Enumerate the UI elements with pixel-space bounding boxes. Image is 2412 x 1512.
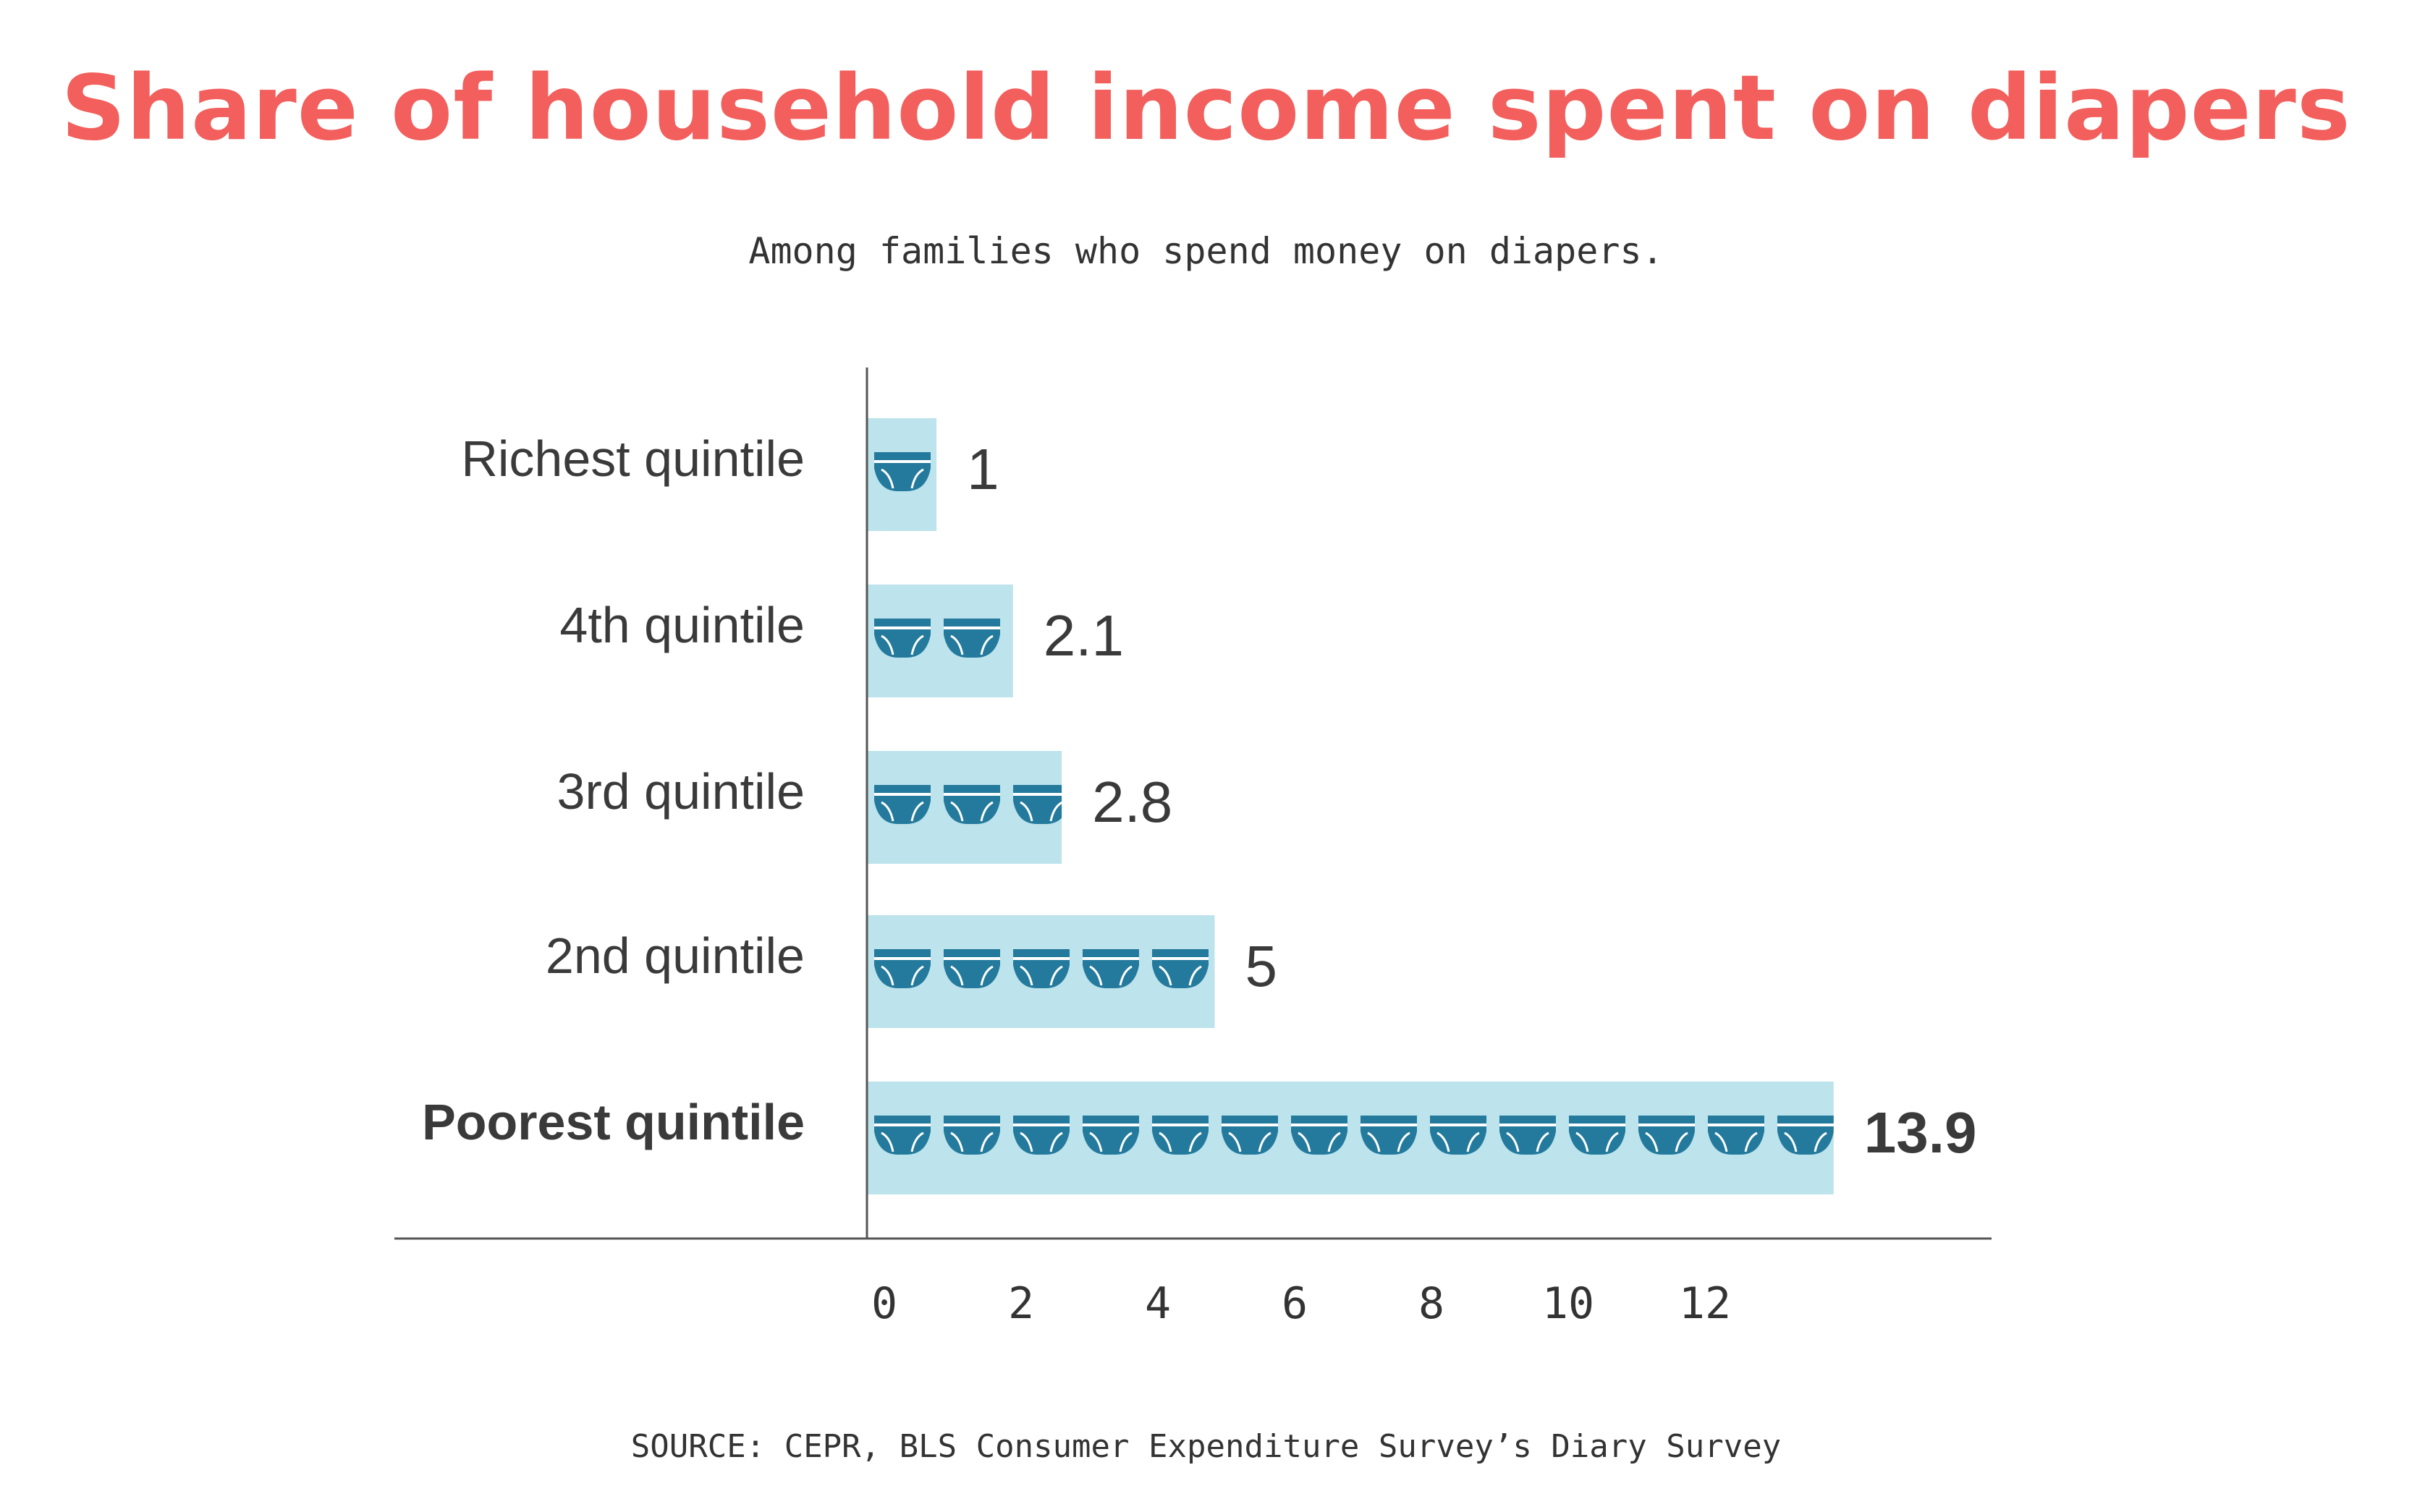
x-tick-label: 12 xyxy=(1679,1278,1731,1329)
diaper-icon xyxy=(1013,1116,1070,1155)
diaper-icon xyxy=(874,452,931,491)
bar-group xyxy=(867,418,937,531)
x-tick-label: 2 xyxy=(1008,1278,1034,1329)
diaper-icon xyxy=(1291,1116,1347,1155)
diaper-icon xyxy=(944,1116,1000,1155)
diaper-icon xyxy=(944,949,1000,988)
category-label: Richest quintile xyxy=(461,430,805,487)
diaper-icon xyxy=(874,1116,931,1155)
diaper-icon xyxy=(1152,1116,1209,1155)
diaper-icon xyxy=(874,785,931,824)
bar-group xyxy=(867,585,1013,697)
bar-group xyxy=(867,915,1215,1028)
x-tick-label: 4 xyxy=(1145,1278,1171,1329)
diaper-icon xyxy=(1152,949,1209,988)
diaper-icon xyxy=(1430,1116,1486,1155)
diaper-icon-row xyxy=(874,785,1062,824)
diaper-icon-row xyxy=(874,1116,1834,1155)
diaper-icon xyxy=(944,619,1000,658)
category-label: 2nd quintile xyxy=(546,927,805,984)
diaper-icon xyxy=(1499,1116,1556,1155)
x-tick-label: 8 xyxy=(1418,1278,1444,1329)
diaper-icon-row xyxy=(874,619,1000,658)
diaper-icon xyxy=(944,785,1000,824)
diaper-icon xyxy=(1638,1116,1695,1155)
diaper-icon xyxy=(1013,785,1062,824)
category-label: 4th quintile xyxy=(559,597,805,653)
value-label: 2.1 xyxy=(1044,603,1124,668)
diaper-icon xyxy=(1222,1116,1278,1155)
value-label: 1 xyxy=(967,437,999,501)
diaper-icon xyxy=(874,619,931,658)
value-label: 13.9 xyxy=(1864,1100,1977,1165)
bar-group xyxy=(867,1082,1834,1194)
source-note: SOURCE: CEPR, BLS Consumer Expenditure S… xyxy=(630,1428,1782,1465)
diaper-icon xyxy=(1569,1116,1625,1155)
bar-group xyxy=(867,751,1062,864)
x-tick-label: 6 xyxy=(1282,1278,1308,1329)
chart-title: Share of household income spent on diape… xyxy=(61,56,2351,161)
diaper-icon xyxy=(1013,949,1070,988)
x-tick-label: 10 xyxy=(1542,1278,1594,1329)
category-label: 3rd quintile xyxy=(557,763,805,820)
diaper-icon xyxy=(1083,949,1139,988)
diaper-icon xyxy=(1777,1116,1834,1155)
diaper-icon-row xyxy=(874,949,1209,988)
chart-subtitle: Among families who spend money on diaper… xyxy=(748,230,1664,272)
category-label: Poorest quintile xyxy=(422,1094,805,1150)
value-label: 5 xyxy=(1245,934,1278,998)
diaper-icon xyxy=(1708,1116,1764,1155)
diaper-icon xyxy=(1083,1116,1139,1155)
diaper-icon xyxy=(1361,1116,1417,1155)
diaper-icon xyxy=(874,949,931,988)
value-label: 2.8 xyxy=(1092,770,1172,834)
x-tick-label: 0 xyxy=(871,1278,897,1329)
diaper-icon-row xyxy=(874,452,931,491)
